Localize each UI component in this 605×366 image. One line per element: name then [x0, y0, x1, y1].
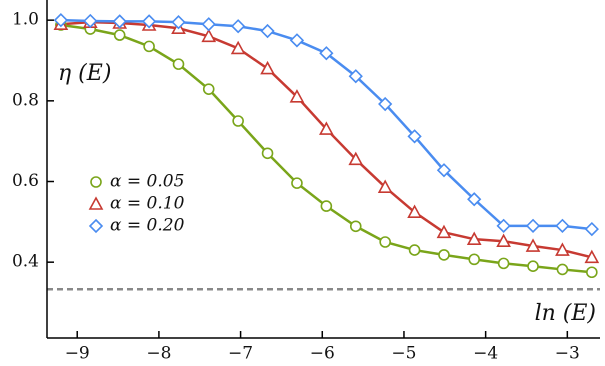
marker — [379, 236, 391, 248]
x-tick-label: −6 — [310, 344, 335, 364]
marker — [496, 233, 511, 247]
legend-label: α = 0.10 — [110, 194, 185, 214]
marker — [556, 263, 569, 276]
marker — [232, 115, 244, 127]
marker — [408, 244, 421, 256]
x-axis-label: ln (E) — [535, 301, 596, 326]
legend-label: α = 0.20 — [110, 216, 185, 236]
y-tick-label: 0.4 — [12, 252, 39, 272]
marker — [467, 192, 482, 207]
marker — [584, 221, 599, 237]
marker — [88, 218, 104, 234]
marker — [88, 196, 104, 210]
y-tick-label: 0.8 — [12, 90, 39, 110]
marker — [289, 33, 305, 48]
marker — [289, 89, 305, 103]
marker — [261, 147, 274, 160]
marker — [555, 242, 570, 256]
marker — [497, 257, 510, 270]
marker — [320, 200, 333, 212]
marker — [348, 69, 363, 84]
x-tick-label: −8 — [146, 344, 171, 364]
marker — [90, 176, 102, 188]
marker — [377, 179, 393, 193]
marker — [436, 163, 452, 178]
marker — [407, 204, 422, 218]
legend-label: α = 0.05 — [110, 172, 184, 192]
marker — [291, 177, 303, 189]
y-axis-label: η (E) — [58, 61, 111, 86]
x-tick-label: −3 — [555, 344, 580, 364]
y-tick-label: 0.6 — [12, 171, 39, 191]
marker — [230, 40, 246, 55]
marker — [525, 218, 541, 234]
marker — [83, 13, 98, 29]
marker — [584, 249, 600, 264]
x-tick-label: −9 — [65, 344, 90, 364]
x-tick-label: −7 — [228, 344, 253, 364]
marker — [172, 58, 185, 70]
marker — [319, 46, 334, 61]
marker — [466, 231, 482, 245]
marker — [141, 14, 157, 29]
marker — [113, 29, 126, 41]
marker — [407, 129, 422, 144]
marker — [438, 249, 450, 261]
marker — [171, 15, 186, 30]
marker — [468, 253, 481, 266]
marker — [202, 83, 215, 95]
x-tick-label: −5 — [391, 344, 416, 364]
marker — [348, 151, 364, 166]
marker — [525, 238, 541, 252]
y-tick-label: 1.0 — [12, 10, 39, 30]
marker — [436, 224, 452, 239]
marker — [555, 218, 570, 234]
marker — [527, 260, 539, 273]
marker — [201, 28, 217, 43]
marker — [112, 14, 127, 29]
marker — [53, 13, 69, 28]
marker — [319, 121, 334, 135]
marker — [201, 17, 216, 32]
x-tick-label: −4 — [473, 344, 498, 364]
marker — [378, 96, 393, 112]
marker — [586, 266, 598, 279]
marker — [231, 19, 246, 34]
marker — [496, 218, 511, 234]
marker — [349, 220, 362, 233]
marker — [260, 23, 275, 39]
marker — [143, 40, 155, 53]
marker — [260, 60, 275, 75]
